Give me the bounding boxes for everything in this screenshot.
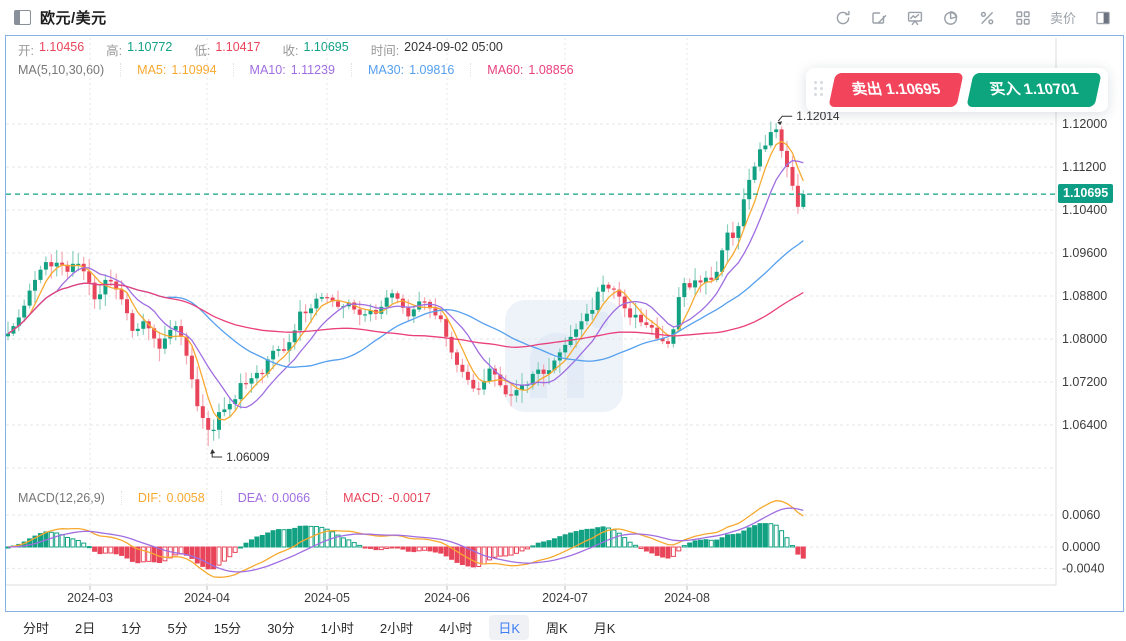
- draw-icon[interactable]: [870, 8, 889, 27]
- sell-button[interactable]: 卖出 1.10695: [828, 73, 965, 107]
- time-value: 2024-09-02 05:00: [404, 39, 503, 54]
- time-label: 时间:: [370, 43, 400, 58]
- ma60-line: [7, 282, 804, 348]
- ma60-value: 1.08856: [528, 63, 574, 77]
- low-value: 1.10417: [215, 39, 261, 54]
- timeframe-2小时[interactable]: 2小时: [379, 620, 414, 636]
- svg-text:2024-04: 2024-04: [184, 591, 230, 605]
- timeframe-4小时[interactable]: 4小时: [439, 620, 473, 636]
- close-label: 收:: [282, 43, 299, 58]
- timeframe-分时[interactable]: 分时: [23, 620, 50, 636]
- svg-text:2024-08: 2024-08: [664, 591, 710, 605]
- macd-axis-labels: 0.0060 0.0000 -0.0040: [1062, 508, 1104, 575]
- timeframe-5分[interactable]: 5分: [167, 620, 188, 636]
- svg-text:-0.0040: -0.0040: [1062, 561, 1104, 575]
- watermark: [505, 300, 623, 412]
- dif-line: [7, 499, 804, 578]
- layout-split-icon[interactable]: [1093, 8, 1112, 27]
- ma-title: MA(5,10,30,60): [18, 63, 105, 77]
- refresh-icon[interactable]: [834, 8, 853, 27]
- annotations: 1.12014 1.06009: [210, 109, 840, 464]
- svg-text:1.08800: 1.08800: [1062, 289, 1107, 303]
- timeframe-2日[interactable]: 2日: [75, 620, 96, 636]
- timeframe-周K[interactable]: 周K: [546, 620, 568, 636]
- macd-title: MACD(12,26,9): [18, 491, 105, 505]
- dif-value: 0.0058: [166, 491, 205, 505]
- timeframe-日K[interactable]: 日K: [489, 614, 530, 640]
- drag-handle-icon[interactable]: [814, 81, 824, 99]
- high-annotation: 1.12014: [796, 109, 840, 123]
- ma30-value: 1.09816: [409, 63, 455, 77]
- kline-board-icon[interactable]: [906, 8, 925, 27]
- open-value: 1.10456: [38, 39, 85, 54]
- ma5-value: 1.10994: [171, 63, 217, 77]
- dea-label: DEA:: [237, 491, 267, 505]
- timeframe-1小时[interactable]: 1小时: [320, 620, 354, 636]
- svg-text:1.10400: 1.10400: [1062, 203, 1107, 217]
- ohlc-info-row: 开: 1.10456 高: 1.10772 低: 1.10417 收: 1.10695 …: [18, 39, 525, 58]
- dea-value: 0.0066: [271, 491, 311, 505]
- percent-icon[interactable]: [978, 8, 997, 27]
- macd-value: -0.0017: [388, 491, 431, 505]
- buy-button[interactable]: 买入 1.10701: [965, 73, 1102, 107]
- timeframe-30分[interactable]: 30分: [267, 620, 295, 636]
- current-price-badge: 1.10695: [1058, 184, 1114, 203]
- dif-label: DIF:: [137, 491, 162, 505]
- svg-text:1.06400: 1.06400: [1062, 418, 1107, 432]
- x-axis-labels: 2024-03 2024-04 2024-05 2024-06 2024-07 2024-…: [67, 591, 710, 605]
- dea-line: [7, 507, 804, 573]
- timeframe-月K[interactable]: 月K: [593, 620, 616, 636]
- ma10-line: [7, 159, 804, 409]
- ma5-label: MA5:: [137, 63, 167, 77]
- grid-icon[interactable]: [1014, 8, 1033, 27]
- low-label: 低:: [194, 43, 211, 58]
- timeframe-15分[interactable]: 15分: [213, 620, 242, 636]
- high-value: 1.10772: [127, 39, 173, 54]
- svg-text:0.0060: 0.0060: [1062, 508, 1100, 522]
- header-bar: 欧元/美元 卖价: [0, 0, 1126, 35]
- svg-text:1.12000: 1.12000: [1062, 117, 1107, 131]
- ma60-label: MA60:: [487, 63, 524, 77]
- timeframe-1分[interactable]: 1分: [121, 620, 142, 636]
- open-label: 开:: [18, 43, 34, 58]
- macd-legend: MACD(12,26,9) DIF: 0.0058 DEA: 0.0066 MACD…: [18, 490, 463, 506]
- svg-text:0.0000: 0.0000: [1062, 540, 1100, 554]
- chart-toolbar: 卖价: [834, 8, 1112, 27]
- sell-price-toggle[interactable]: 卖价: [1049, 11, 1076, 26]
- high-label: 高:: [106, 43, 123, 58]
- candlestick-series: [6, 121, 806, 446]
- close-value: 1.10695: [303, 39, 349, 54]
- ma10-value: 1.11239: [290, 63, 335, 77]
- page-title: 欧元/美元: [40, 10, 107, 27]
- svg-text:1.07200: 1.07200: [1062, 375, 1107, 389]
- trade-panel: 卖出 1.10695 买入 1.10701: [806, 68, 1108, 112]
- svg-text:1.08000: 1.08000: [1062, 332, 1107, 346]
- svg-text:2024-03: 2024-03: [67, 591, 113, 605]
- instrument-icon: [14, 10, 31, 25]
- low-annotation: 1.06009: [226, 450, 270, 464]
- ma30-label: MA30:: [367, 63, 405, 77]
- ma10-label: MA10:: [249, 63, 286, 77]
- y-axis-labels: 1.12000 1.11200 1.10400 1.09600 1.08800 1.080…: [1062, 117, 1107, 432]
- svg-text:2024-06: 2024-06: [424, 591, 470, 605]
- svg-text:1.11200: 1.11200: [1062, 160, 1106, 174]
- macd-value-label: MACD:: [343, 491, 384, 505]
- macd-histogram: [5, 523, 806, 570]
- pie-icon[interactable]: [942, 8, 961, 27]
- svg-text:1.09600: 1.09600: [1062, 246, 1107, 260]
- svg-text:2024-05: 2024-05: [304, 591, 350, 605]
- timeframe-bar: 分时 2日 1分 5分 15分 30分 1小时 2小时 4小时 日K 周K 月K: [0, 613, 1126, 641]
- ma-legend: MA(5,10,30,60) MA5: 1.10994 MA10: 1.11239 …: [18, 62, 606, 78]
- svg-text:2024-07: 2024-07: [542, 591, 588, 605]
